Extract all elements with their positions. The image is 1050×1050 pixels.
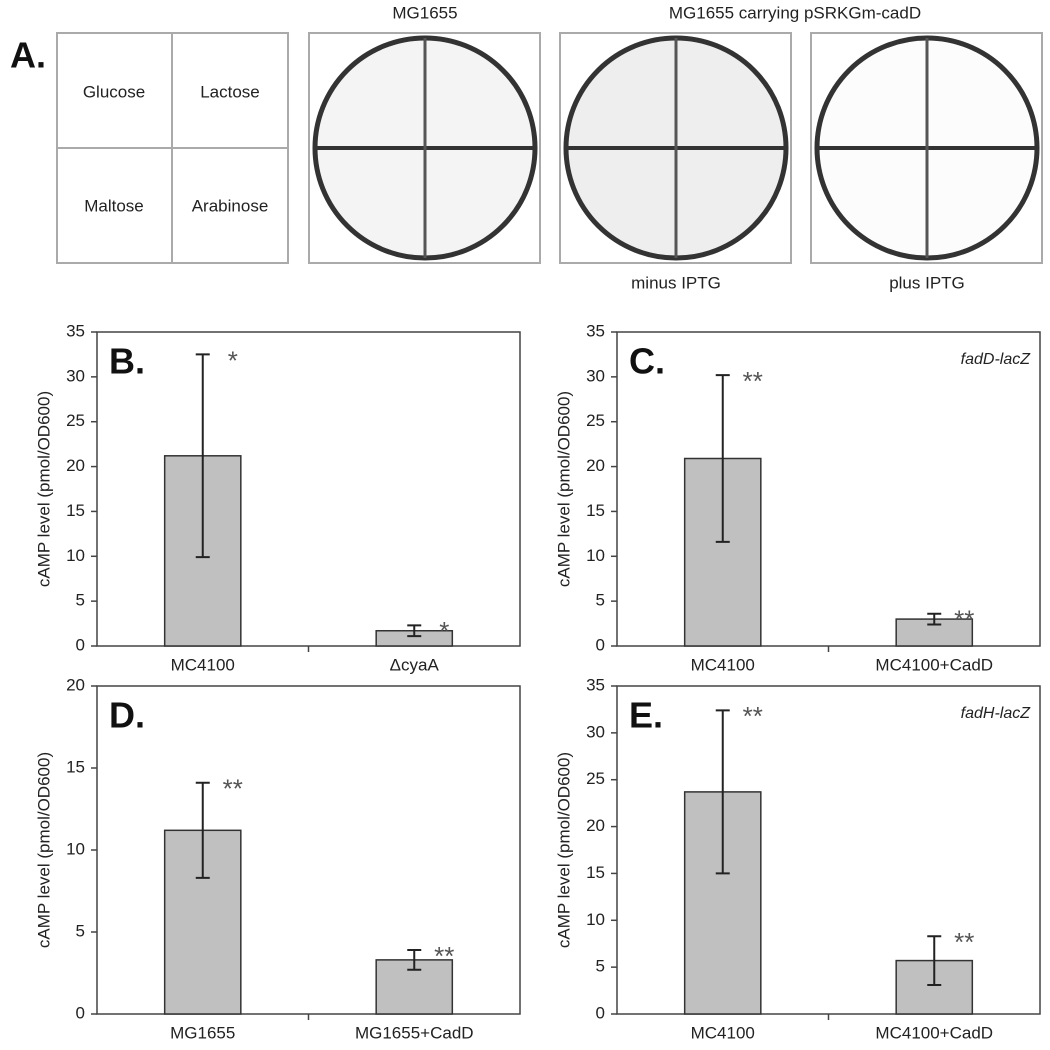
y-tick-label: 15: [66, 757, 85, 776]
x-tick-label: MG1655: [170, 1023, 235, 1042]
significance: **: [743, 366, 763, 396]
sugar-label: Lactose: [200, 82, 260, 101]
plate-title: MG1655 carrying pSRKGm-cadD: [669, 3, 921, 22]
y-tick-label: 10: [586, 910, 605, 929]
x-tick-label: MC4100+CadD: [875, 655, 993, 674]
y-axis-label: cAMP level (pmol/OD600): [554, 391, 573, 587]
panel-label: B.: [109, 341, 145, 382]
y-tick-label: 15: [66, 501, 85, 520]
y-tick-label: 5: [596, 591, 605, 610]
y-tick-label: 20: [586, 816, 605, 835]
sugar-label: Glucose: [83, 82, 145, 101]
error-bar: [927, 612, 942, 626]
significance: **: [434, 941, 454, 971]
x-tick-label: MC4100: [171, 655, 235, 674]
x-tick-label: MC4100+CadD: [875, 1023, 993, 1042]
plot-frame: [616, 331, 1041, 647]
panel-label: D.: [109, 695, 145, 736]
y-tick-label: 10: [66, 839, 85, 858]
plate-title: MG1655: [392, 3, 457, 22]
error-bar: [715, 709, 730, 875]
y-tick-label: 30: [586, 366, 605, 385]
significance: **: [954, 927, 974, 957]
y-tick-label: 0: [76, 1003, 85, 1022]
y-tick-label: 0: [76, 635, 85, 654]
error-bar: [195, 353, 210, 559]
y-tick-label: 0: [596, 1003, 605, 1022]
sugar-label: Maltose: [84, 196, 144, 215]
error-bar: [407, 624, 422, 638]
y-tick-label: 25: [586, 769, 605, 788]
y-tick-label: 35: [586, 675, 605, 694]
y-tick-label: 20: [66, 456, 85, 475]
significance: **: [743, 701, 763, 731]
significance: *: [439, 616, 449, 646]
y-tick-label: 0: [596, 635, 605, 654]
y-tick-label: 30: [586, 722, 605, 741]
panel-label: A.: [10, 35, 46, 76]
plot-frame: [96, 685, 521, 1015]
significance: **: [954, 605, 974, 635]
error-bar: [195, 781, 210, 879]
plates: [308, 32, 1043, 264]
panel-label: E.: [629, 695, 663, 736]
y-tick-label: 10: [586, 546, 605, 565]
y-tick-label: 20: [586, 456, 605, 475]
significance: **: [223, 774, 243, 804]
y-tick-label: 25: [586, 411, 605, 430]
sugar-label: Arabinose: [192, 196, 269, 215]
y-tick-label: 5: [596, 957, 605, 976]
y-tick-label: 10: [66, 546, 85, 565]
x-tick-label: MG1655+CadD: [355, 1023, 474, 1042]
plate-caption: minus IPTG: [631, 273, 721, 292]
y-axis-label: cAMP level (pmol/OD600): [554, 752, 573, 948]
y-tick-label: 5: [76, 921, 85, 940]
x-tick-label: ΔcyaA: [390, 655, 440, 674]
x-tick-label: MC4100: [691, 1023, 755, 1042]
significance: *: [228, 345, 238, 375]
y-tick-label: 15: [586, 501, 605, 520]
plate-caption: plus IPTG: [889, 273, 965, 292]
annotation: fadH-lacZ: [961, 705, 1032, 722]
y-tick-label: 15: [586, 863, 605, 882]
error-bar: [715, 374, 730, 543]
y-tick-label: 20: [66, 675, 85, 694]
x-tick-label: MC4100: [691, 655, 755, 674]
plot-frame: [96, 331, 521, 647]
y-axis-label: cAMP level (pmol/OD600): [34, 752, 53, 948]
y-tick-label: 35: [66, 321, 85, 340]
y-axis-label: cAMP level (pmol/OD600): [34, 391, 53, 587]
y-tick-label: 25: [66, 411, 85, 430]
error-bar: [927, 935, 942, 986]
y-tick-label: 30: [66, 366, 85, 385]
panel-label: C.: [629, 341, 665, 382]
annotation: fadD-lacZ: [961, 351, 1032, 368]
y-tick-label: 35: [586, 321, 605, 340]
plot-frame: [616, 685, 1041, 1015]
legend-grid: [56, 32, 289, 264]
error-bar: [407, 949, 422, 971]
y-tick-label: 5: [76, 591, 85, 610]
